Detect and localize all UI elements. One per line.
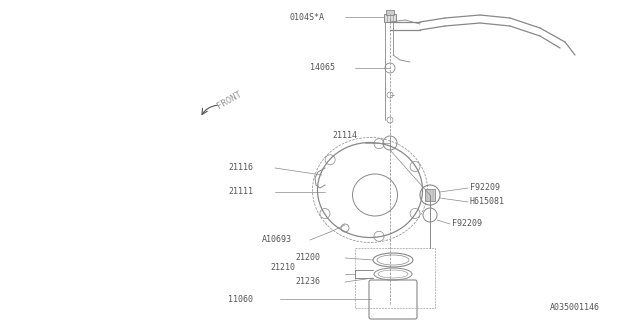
Text: 14065: 14065	[310, 63, 335, 73]
Text: A035001146: A035001146	[550, 303, 600, 312]
Text: A10693: A10693	[262, 236, 292, 244]
Text: 21111: 21111	[228, 188, 253, 196]
Text: 11060: 11060	[228, 294, 253, 303]
Bar	[384, 14, 396, 22]
Text: 21116: 21116	[228, 164, 253, 172]
Text: 0104S*A: 0104S*A	[290, 12, 325, 21]
Text: F92209: F92209	[470, 183, 500, 193]
Text: 21210: 21210	[270, 263, 295, 273]
Bar	[425, 189, 435, 201]
Text: H615081: H615081	[470, 197, 505, 206]
Text: 21236: 21236	[295, 277, 320, 286]
Bar	[355, 248, 435, 308]
Text: 21114: 21114	[332, 132, 357, 140]
Text: FRONT: FRONT	[215, 89, 243, 111]
Text: F92209: F92209	[452, 220, 482, 228]
Bar	[386, 10, 394, 15]
Text: 21200: 21200	[295, 252, 320, 261]
